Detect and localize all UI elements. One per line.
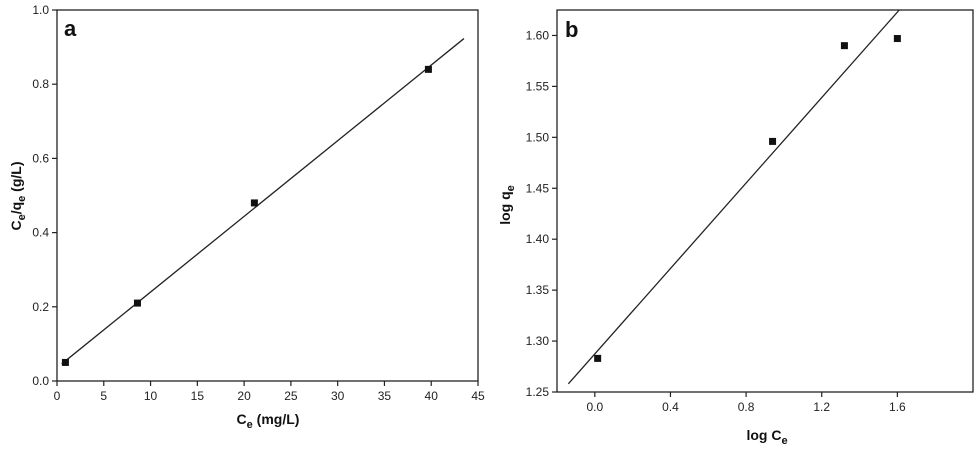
- panel-b-x-ticks: 0.0 0.4 0.8 1.2 1.6: [586, 392, 906, 414]
- panel-b: 0.0 0.4 0.8 1.2 1.6 1.25 1.30 1.35 1.40 1.45 1.50…: [497, 9, 974, 447]
- y-tick-label: 0.0: [32, 374, 49, 388]
- y-tick-label: 0.2: [32, 300, 49, 314]
- data-point: [840, 42, 848, 50]
- x-tick-label: 40: [425, 389, 439, 403]
- y-tick-label: 1.50: [526, 130, 550, 144]
- panel-a-fit-line: [61, 38, 465, 365]
- panel-b-points: [594, 35, 901, 362]
- panel-a-y-ticks: 0.0 0.2 0.4 0.6 0.8 1.0: [32, 3, 57, 388]
- panel-b-fit-line: [567, 9, 900, 385]
- panel-b-y-axis-title: log qe: [497, 185, 517, 225]
- y-tick-label: 0.8: [32, 77, 49, 91]
- y-tick-label: 1.40: [526, 232, 550, 246]
- x-tick-label: 5: [100, 389, 107, 403]
- x-tick-label: 0.0: [586, 400, 603, 414]
- y-tick-label: 1.0: [32, 3, 49, 17]
- x-tick-label: 0.4: [662, 400, 679, 414]
- panel-a-letter: a: [64, 16, 77, 41]
- x-tick-label: 15: [191, 389, 205, 403]
- panel-b-x-axis-title: log Ce: [746, 427, 787, 447]
- panel-a-y-axis-title: Ce/qe (g/L): [8, 161, 28, 230]
- x-tick-label: 45: [471, 389, 485, 403]
- data-point: [250, 199, 258, 207]
- panel-b-plot-frame: [556, 9, 974, 393]
- x-tick-label: 20: [237, 389, 251, 403]
- y-tick-label: 1.45: [526, 181, 550, 195]
- data-point: [424, 65, 432, 73]
- y-tick-label: 1.35: [526, 283, 550, 297]
- panel-a-points: [61, 65, 432, 366]
- data-point: [594, 354, 602, 362]
- y-tick-label: 1.55: [526, 79, 550, 93]
- panel-a-x-ticks: 0 5 10 15 20 25 30 35 40 45: [54, 381, 485, 403]
- data-point: [133, 299, 141, 307]
- x-tick-label: 25: [284, 389, 298, 403]
- y-tick-label: 1.60: [526, 28, 550, 42]
- x-tick-label: 10: [144, 389, 158, 403]
- x-tick-label: 1.2: [813, 400, 830, 414]
- y-tick-label: 1.25: [526, 385, 550, 399]
- data-point: [61, 358, 69, 366]
- x-tick-label: 30: [331, 389, 345, 403]
- y-tick-label: 0.4: [32, 226, 49, 240]
- panel-b-letter: b: [565, 17, 578, 42]
- y-tick-label: 1.30: [526, 334, 550, 348]
- data-point: [769, 137, 777, 145]
- panel-a-x-axis-title: Ce (mg/L): [237, 411, 300, 431]
- x-tick-label: 0: [54, 389, 61, 403]
- x-tick-label: 0.8: [738, 400, 755, 414]
- y-tick-label: 0.6: [32, 151, 49, 165]
- x-tick-label: 1.6: [889, 400, 906, 414]
- x-tick-label: 35: [378, 389, 392, 403]
- panel-a-plot-frame: [56, 9, 479, 382]
- panel-a: 0 5 10 15 20 25 30 35 40 45 0.00.20.40.60.81.0 a …: [8, 3, 485, 431]
- panel-b-y-ticks: 1.25 1.30 1.35 1.40 1.45 1.50 1.55 1.60: [526, 28, 557, 399]
- data-point: [893, 35, 901, 43]
